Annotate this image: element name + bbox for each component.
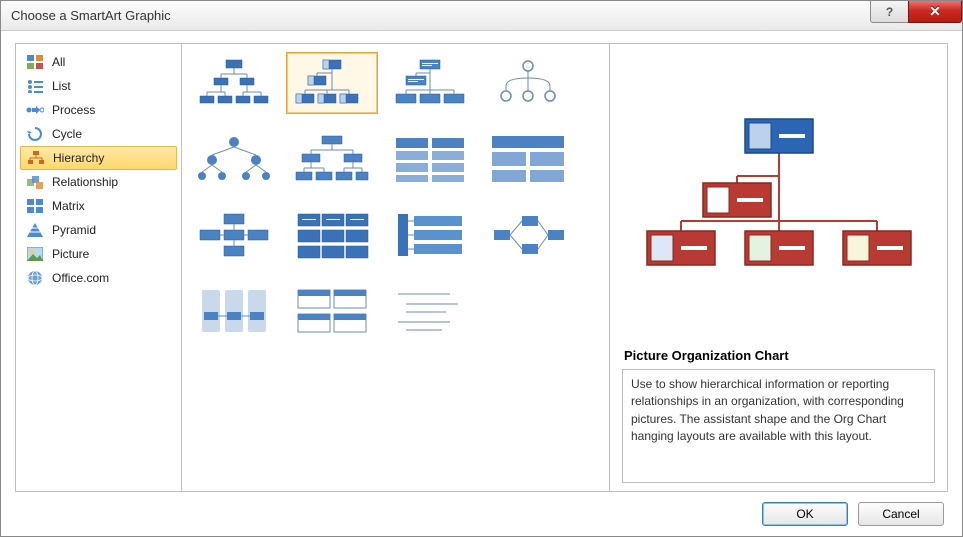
- layout-thumb[interactable]: [482, 128, 574, 190]
- category-relationship[interactable]: Relationship: [16, 170, 181, 194]
- button-row: OK Cancel: [15, 492, 948, 530]
- category-label: All: [52, 55, 65, 69]
- window-title: Choose a SmartArt Graphic: [11, 8, 171, 23]
- category-label: Cycle: [52, 127, 82, 141]
- titlebar: Choose a SmartArt Graphic ? ✕: [1, 1, 962, 31]
- list-icon: [26, 78, 44, 94]
- category-hierarchy[interactable]: Hierarchy: [20, 146, 177, 170]
- process-icon: [26, 102, 44, 118]
- panels: All List Process: [15, 43, 948, 492]
- cycle-icon: [26, 126, 44, 142]
- layout-thumb[interactable]: [482, 52, 574, 114]
- category-pyramid[interactable]: Pyramid: [16, 218, 181, 242]
- layout-thumb[interactable]: [188, 280, 280, 342]
- category-label: Office.com: [52, 271, 109, 285]
- preview-title: Picture Organization Chart: [624, 348, 935, 363]
- category-label: Picture: [52, 247, 89, 261]
- layout-thumb[interactable]: [286, 52, 378, 114]
- layout-gallery: [182, 44, 609, 491]
- matrix-icon: [26, 198, 44, 214]
- preview-panel: Picture Organization Chart Use to show h…: [609, 44, 947, 491]
- category-list: All List Process: [16, 44, 182, 491]
- pyramid-icon: [26, 222, 44, 238]
- category-picture[interactable]: Picture: [16, 242, 181, 266]
- dialog-body: All List Process: [1, 31, 962, 536]
- category-label: Hierarchy: [53, 151, 104, 165]
- category-label: Process: [52, 103, 95, 117]
- layout-thumb[interactable]: [188, 128, 280, 190]
- layout-thumb[interactable]: [286, 204, 378, 266]
- cancel-button[interactable]: Cancel: [858, 502, 944, 526]
- smartart-dialog: Choose a SmartArt Graphic ? ✕ All: [0, 0, 963, 537]
- close-icon: ✕: [929, 3, 941, 20]
- layout-thumb[interactable]: [384, 128, 476, 190]
- category-list-item[interactable]: List: [16, 74, 181, 98]
- layout-thumb[interactable]: [384, 280, 476, 342]
- layout-thumb[interactable]: [384, 52, 476, 114]
- category-cycle[interactable]: Cycle: [16, 122, 181, 146]
- help-button[interactable]: ?: [870, 1, 908, 23]
- category-office[interactable]: Office.com: [16, 266, 181, 290]
- ok-button[interactable]: OK: [762, 502, 848, 526]
- layout-thumb[interactable]: [384, 204, 476, 266]
- category-label: Matrix: [52, 199, 85, 213]
- layout-thumb[interactable]: [286, 280, 378, 342]
- category-matrix[interactable]: Matrix: [16, 194, 181, 218]
- layout-thumb[interactable]: [188, 204, 280, 266]
- globe-icon: [26, 270, 44, 286]
- preview-image: [622, 56, 935, 344]
- layout-thumb[interactable]: [188, 52, 280, 114]
- category-all[interactable]: All: [16, 50, 181, 74]
- category-label: Relationship: [52, 175, 118, 189]
- help-icon: ?: [886, 5, 893, 19]
- layout-thumb[interactable]: [482, 204, 574, 266]
- window-controls: ? ✕: [870, 1, 962, 23]
- relationship-icon: [26, 174, 44, 190]
- category-label: List: [52, 79, 71, 93]
- all-icon: [26, 54, 44, 70]
- category-process[interactable]: Process: [16, 98, 181, 122]
- preview-description: Use to show hierarchical information or …: [622, 369, 935, 483]
- picture-icon: [26, 246, 44, 262]
- layout-thumb[interactable]: [286, 128, 378, 190]
- category-label: Pyramid: [52, 223, 96, 237]
- close-button[interactable]: ✕: [908, 1, 962, 23]
- hierarchy-icon: [27, 150, 45, 166]
